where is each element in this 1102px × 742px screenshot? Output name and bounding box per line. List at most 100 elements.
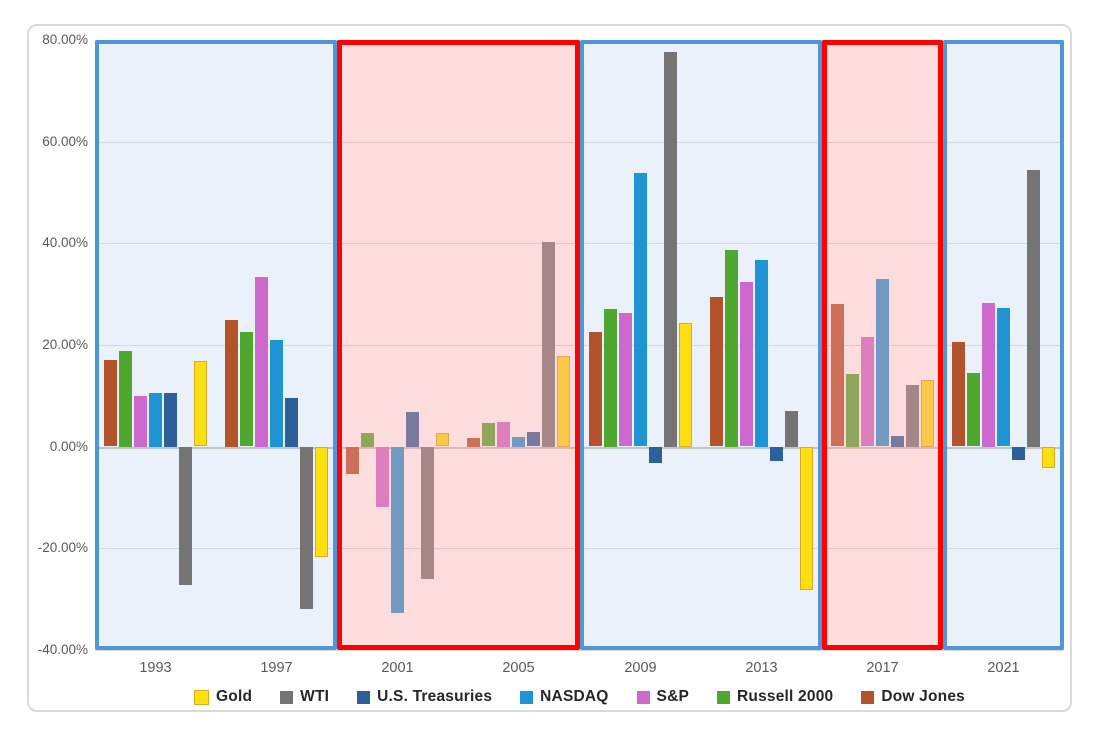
- legend-label: Russell 2000: [737, 688, 834, 705]
- legend-swatch-icon: [520, 690, 534, 704]
- bar-gold-1993: [194, 361, 208, 446]
- bar-nasdaq-2021: [996, 308, 1010, 446]
- x-axis-label-2009: 2009: [624, 660, 657, 676]
- bar-wti-2021: [1026, 170, 1040, 447]
- blue-highlight-region-border: [95, 40, 338, 650]
- x-axis-label-1993: 1993: [139, 660, 172, 676]
- blue-highlight-region-border: [942, 40, 1064, 650]
- legend-item-nasdaq: NASDAQ: [520, 688, 608, 706]
- bar-russell-2000-1993: [119, 351, 133, 447]
- bar-russell-2000-2005: [482, 423, 496, 446]
- legend-label: WTI: [300, 688, 330, 705]
- bar-dow-jones-2001: [346, 447, 360, 474]
- y-axis-tick-label: 40.00%: [42, 235, 88, 250]
- bar-u-s-treasuries-2017: [890, 436, 904, 447]
- bar-s-p-1993: [134, 396, 148, 447]
- bar-wti-1993: [179, 447, 193, 585]
- legend-swatch-icon: [636, 690, 650, 704]
- legend-swatch-icon: [280, 690, 294, 704]
- bar-nasdaq-1993: [149, 393, 163, 447]
- bar-dow-jones-2009: [588, 332, 602, 446]
- legend-label: Dow Jones: [881, 688, 965, 705]
- bar-gold-2009: [678, 323, 692, 447]
- bar-s-p-2013: [739, 282, 753, 446]
- bar-gold-2013: [799, 447, 813, 590]
- bar-nasdaq-1997: [270, 340, 284, 447]
- bar-nasdaq-2009: [633, 173, 647, 446]
- bar-group-2021: [943, 40, 1064, 650]
- bar-gold-1997: [315, 447, 329, 557]
- bar-s-p-2005: [497, 422, 511, 447]
- bar-gold-2021: [1041, 447, 1055, 468]
- bar-u-s-treasuries-2013: [769, 447, 783, 461]
- bar-dow-jones-2021: [951, 342, 965, 446]
- bar-dow-jones-2005: [467, 438, 481, 447]
- bar-s-p-2001: [376, 447, 390, 507]
- bar-u-s-treasuries-1993: [164, 393, 178, 447]
- legend-item-u-s-treasuries: U.S. Treasuries: [357, 688, 492, 706]
- legend-label: U.S. Treasuries: [377, 688, 493, 705]
- bar-group-1993: [95, 40, 216, 650]
- legend: Gold WTI U.S. Treasuries NASDAQ S&P Russell 2…: [95, 687, 1064, 707]
- red-highlight-region-border: [337, 40, 580, 650]
- bar-u-s-treasuries-1997: [285, 398, 299, 447]
- bar-russell-2000-2021: [966, 373, 980, 446]
- bar-dow-jones-2013: [709, 297, 723, 446]
- x-axis-label-1997: 1997: [260, 660, 293, 676]
- bar-dow-jones-2017: [830, 304, 844, 446]
- bar-russell-2000-2017: [845, 374, 859, 447]
- y-axis-tick-label: -20.00%: [37, 540, 88, 555]
- legend-label: NASDAQ: [540, 688, 609, 705]
- y-axis-tick-label: 60.00%: [42, 134, 88, 149]
- y-axis-tick-label: 0.00%: [49, 439, 88, 454]
- bar-russell-2000-2009: [603, 309, 617, 447]
- y-axis-tick-label: 80.00%: [42, 32, 88, 47]
- bar-u-s-treasuries-2001: [406, 412, 420, 447]
- legend-item-wti: WTI: [280, 688, 329, 706]
- red-highlight-region-border: [821, 40, 943, 650]
- bar-group-2017: [822, 40, 943, 650]
- bar-russell-2000-2001: [361, 433, 375, 447]
- legend-swatch-icon: [717, 690, 731, 704]
- bar-dow-jones-1997: [225, 320, 239, 447]
- legend-swatch-icon: [194, 689, 210, 705]
- legend-label: Gold: [216, 688, 253, 705]
- bar-s-p-2021: [981, 303, 995, 447]
- bar-group-1997: [216, 40, 337, 650]
- bar-russell-2000-2013: [724, 250, 738, 447]
- plot-area: [95, 40, 1064, 651]
- bar-s-p-2009: [618, 313, 632, 446]
- bar-group-2013: [701, 40, 822, 650]
- x-axis-label-2017: 2017: [866, 660, 899, 676]
- bar-nasdaq-2001: [391, 447, 405, 613]
- bar-u-s-treasuries-2009: [648, 447, 662, 463]
- bar-group-2001: [337, 40, 458, 650]
- bar-u-s-treasuries-2005: [527, 432, 541, 446]
- legend-item-gold: Gold: [194, 688, 252, 706]
- bar-gold-2005: [557, 356, 571, 447]
- x-axis-label-2013: 2013: [745, 660, 778, 676]
- bar-wti-2017: [905, 385, 919, 447]
- bar-russell-2000-1997: [240, 332, 254, 446]
- bar-s-p-2017: [860, 337, 874, 446]
- gridline: [95, 650, 1064, 651]
- blue-highlight-region-border: [579, 40, 822, 650]
- bar-gold-2017: [920, 380, 934, 447]
- bar-nasdaq-2013: [754, 260, 768, 447]
- bar-wti-2013: [784, 411, 798, 447]
- y-axis-tick-label: 20.00%: [42, 337, 88, 352]
- bar-dow-jones-1993: [104, 360, 118, 446]
- y-axis-tick-label: -40.00%: [37, 642, 88, 657]
- bar-gold-2001: [436, 433, 450, 446]
- bar-s-p-1997: [255, 277, 269, 447]
- x-axis-label-2021: 2021: [987, 660, 1020, 676]
- bar-wti-1997: [300, 447, 314, 609]
- legend-label: S&P: [656, 688, 690, 705]
- bar-u-s-treasuries-2021: [1011, 447, 1025, 460]
- x-axis-label-2001: 2001: [381, 660, 414, 676]
- legend-swatch-icon: [861, 690, 875, 704]
- bar-nasdaq-2005: [512, 437, 526, 447]
- legend-item-dow-jones: Dow Jones: [861, 688, 965, 706]
- legend-item-russell-2000: Russell 2000: [717, 688, 833, 706]
